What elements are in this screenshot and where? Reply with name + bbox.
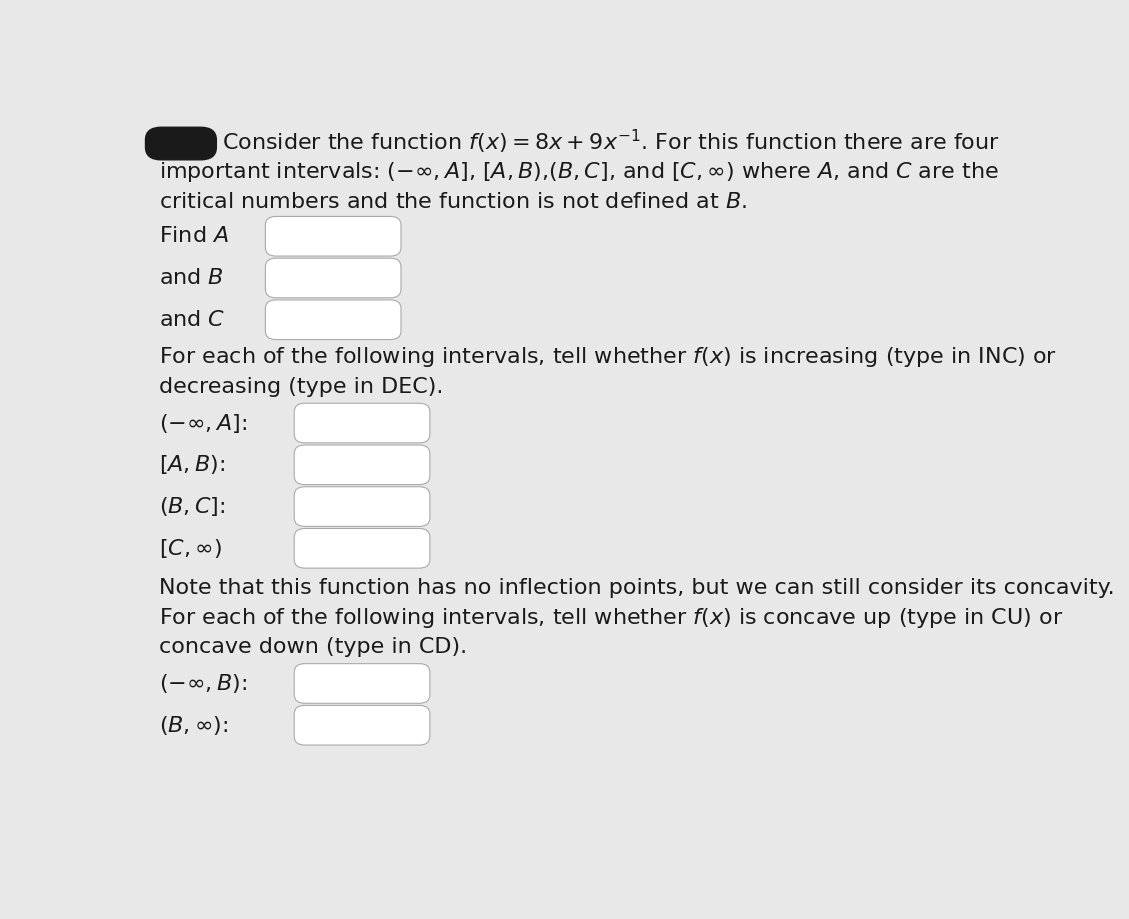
- FancyBboxPatch shape: [265, 216, 401, 256]
- FancyBboxPatch shape: [295, 487, 430, 527]
- Text: For each of the following intervals, tell whether $f(x)$ is concave up (type in : For each of the following intervals, tel…: [158, 606, 1062, 630]
- Text: $[A, B)$:: $[A, B)$:: [158, 453, 225, 476]
- FancyBboxPatch shape: [295, 706, 430, 745]
- Text: decreasing (type in DEC).: decreasing (type in DEC).: [158, 377, 443, 397]
- Text: $(B, \infty)$:: $(B, \infty)$:: [158, 714, 228, 737]
- Text: and $B$: and $B$: [158, 268, 224, 288]
- Text: critical numbers and the function is not defined at $B$.: critical numbers and the function is not…: [158, 191, 746, 211]
- Text: $(-\infty, A]$:: $(-\infty, A]$:: [158, 412, 246, 435]
- FancyBboxPatch shape: [295, 403, 430, 443]
- FancyBboxPatch shape: [146, 127, 217, 160]
- Text: $(B, C]$:: $(B, C]$:: [158, 495, 225, 518]
- Text: Note that this function has no inflection points, but we can still consider its : Note that this function has no inflectio…: [158, 578, 1114, 598]
- FancyBboxPatch shape: [295, 528, 430, 568]
- Text: $(-\infty, B)$:: $(-\infty, B)$:: [158, 672, 247, 695]
- Text: $[C, \infty)$: $[C, \infty)$: [158, 537, 221, 560]
- Text: Consider the function $f(x) = 8x + 9x^{-1}$. For this function there are four: Consider the function $f(x) = 8x + 9x^{-…: [222, 128, 1000, 156]
- Text: important intervals: $(-\infty, A]$, $[A, B)$,$(B, C]$, and $[C, \infty)$ where : important intervals: $(-\infty, A]$, $[A…: [158, 160, 998, 184]
- Text: and $C$: and $C$: [158, 310, 225, 330]
- Text: concave down (type in CD).: concave down (type in CD).: [158, 638, 466, 657]
- Text: For each of the following intervals, tell whether $f(x)$ is increasing (type in : For each of the following intervals, tel…: [158, 346, 1057, 369]
- FancyBboxPatch shape: [265, 300, 401, 339]
- FancyBboxPatch shape: [265, 258, 401, 298]
- FancyBboxPatch shape: [295, 445, 430, 484]
- FancyBboxPatch shape: [295, 664, 430, 703]
- Text: Find $A$: Find $A$: [158, 226, 228, 246]
